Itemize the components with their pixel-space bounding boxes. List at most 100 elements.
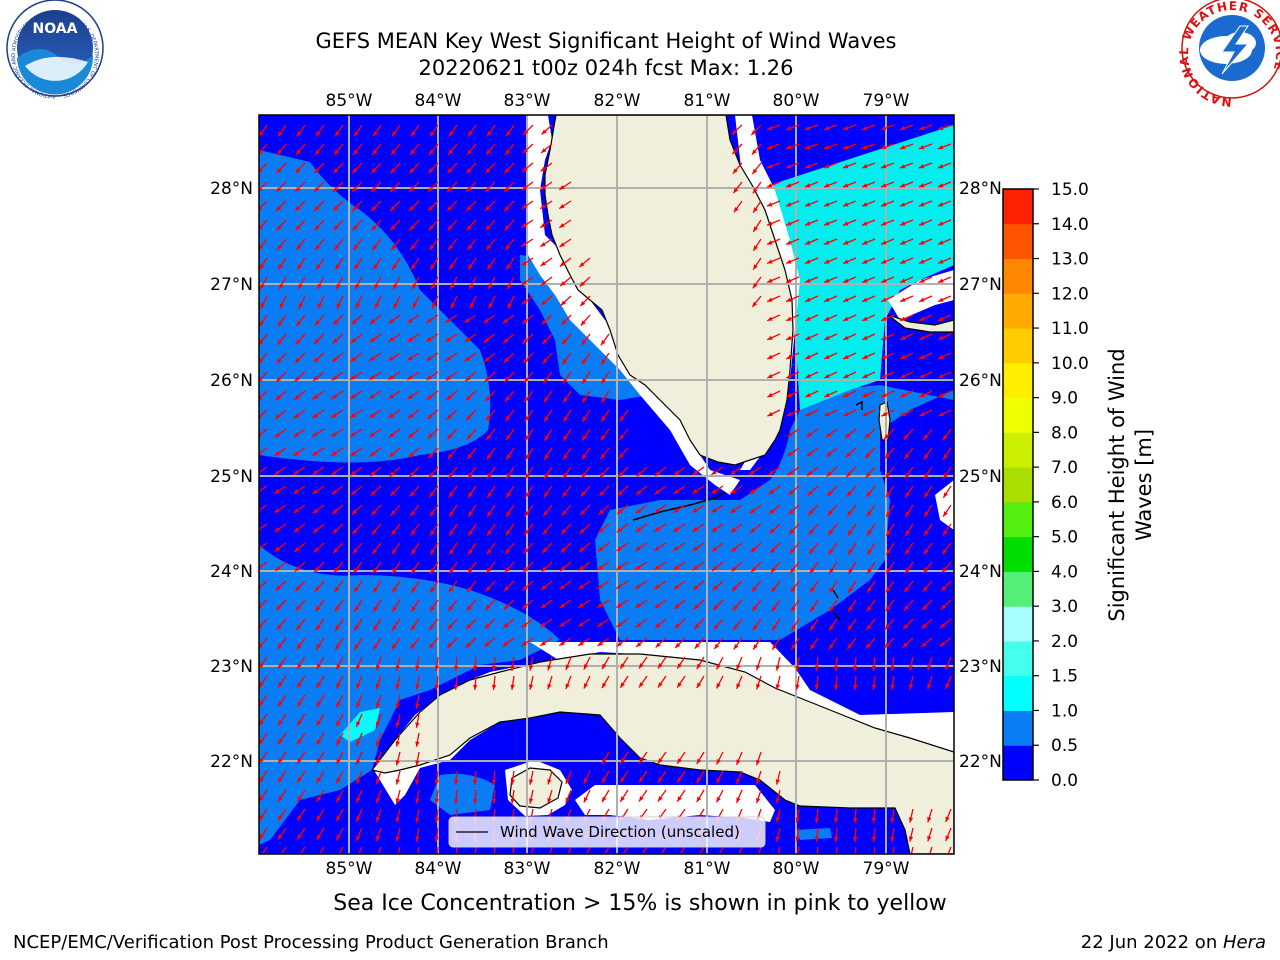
wind-arrow [618, 428, 629, 441]
wind-arrow [842, 276, 857, 284]
wind-arrow [466, 428, 477, 441]
wind-arrow [296, 257, 306, 271]
cuba [370, 653, 954, 854]
wind-arrow [861, 295, 876, 303]
wind-arrow [410, 523, 420, 536]
wind-arrow [415, 827, 420, 842]
wind-arrow [387, 390, 401, 400]
wind-arrow [861, 181, 876, 188]
wind-arrow [523, 371, 534, 384]
wind-arrow [581, 352, 591, 365]
wind-arrow [375, 732, 382, 747]
wind-arrow [370, 485, 382, 496]
wind-arrow [635, 599, 648, 609]
wind-arrow [922, 428, 933, 441]
wind-arrow [368, 390, 382, 400]
wind-arrow [372, 257, 382, 271]
wind-arrow [842, 200, 857, 207]
wind-arrow [653, 561, 667, 571]
wind-arrow [899, 143, 914, 150]
wind-arrow [558, 219, 572, 229]
wind-arrow [389, 200, 401, 212]
wind-arrow [696, 789, 705, 803]
wind-arrow [880, 314, 895, 322]
wind-arrow [522, 124, 534, 136]
wind-arrow [881, 371, 895, 379]
wind-arrow [619, 675, 629, 689]
wind-arrow [389, 485, 401, 497]
lon-label: 79°W [863, 859, 910, 879]
wind-arrow [938, 371, 952, 379]
lat-label: 26°N [210, 371, 253, 391]
lat-label: 23°N [210, 657, 253, 677]
wind-arrow [918, 276, 933, 284]
wind-arrow [547, 770, 553, 785]
wind-arrow [465, 200, 477, 212]
wind-arrow [467, 523, 477, 537]
wind-arrow [789, 542, 800, 554]
wind-arrow [871, 656, 877, 671]
wind-arrow [767, 371, 781, 379]
wind-arrow [332, 200, 344, 212]
wind-arrow [355, 751, 363, 766]
wind-arrow [805, 390, 819, 398]
wind-arrow [559, 257, 572, 267]
wind-arrow [750, 561, 762, 573]
wind-arrow [937, 276, 952, 284]
wind-arrow [510, 656, 515, 671]
wind-arrow [580, 333, 591, 346]
wind-arrow [332, 333, 344, 344]
wind-arrow [844, 428, 857, 439]
wind-arrow [259, 827, 268, 840]
wind-arrow [866, 504, 876, 517]
wind-arrow [520, 238, 534, 248]
wind-arrow [673, 561, 686, 571]
wind-arrow [807, 485, 819, 496]
wind-arrow [406, 371, 420, 381]
wind-arrow [827, 504, 838, 516]
wind-arrow [752, 637, 762, 650]
wind-arrow [395, 770, 401, 785]
wind-arrow [919, 409, 933, 417]
wind-arrow [696, 656, 705, 670]
wind-arrow [795, 808, 800, 823]
wind-arrow [922, 561, 933, 574]
wind-arrow [297, 276, 306, 290]
wind-arrow [388, 314, 401, 324]
sea-ice-note: Sea Ice Concentration > 15% is shown in … [333, 891, 947, 916]
wind-arrow [375, 827, 382, 842]
wind-arrow [768, 466, 781, 476]
wind-arrow [923, 504, 933, 518]
wind-arrow [523, 542, 534, 554]
wind-arrow [730, 542, 743, 553]
wind-arrow [596, 599, 610, 609]
wind-arrow [392, 276, 401, 290]
wind-arrow [616, 504, 629, 515]
wind-arrow [560, 542, 572, 553]
wind-arrow [673, 580, 686, 590]
wind-arrow [372, 561, 382, 574]
wind-arrow [565, 789, 572, 804]
wind-arrow [904, 523, 914, 537]
wind-arrow [277, 124, 287, 137]
wind-arrow [805, 352, 819, 360]
wind-arrow [904, 504, 914, 518]
wind-arrow [786, 428, 800, 438]
wind-arrow [770, 561, 781, 573]
wind-arrow [448, 523, 458, 537]
wind-arrow [789, 561, 800, 574]
wind-arrow [654, 580, 667, 590]
wind-arrow [395, 675, 401, 690]
wind-arrow [672, 542, 686, 552]
wind-arrow [275, 580, 287, 591]
wind-arrow [389, 466, 401, 477]
wind-arrow [276, 143, 287, 156]
wind-arrow [809, 580, 819, 593]
wind-arrow [505, 428, 515, 441]
colorbar-tick-label: 6.0 [1051, 493, 1078, 513]
wind-arrow [521, 181, 534, 191]
wind-arrow [619, 409, 629, 422]
wind-arrow [823, 257, 838, 265]
wind-arrow [355, 656, 363, 671]
wind-arrow [373, 276, 382, 290]
